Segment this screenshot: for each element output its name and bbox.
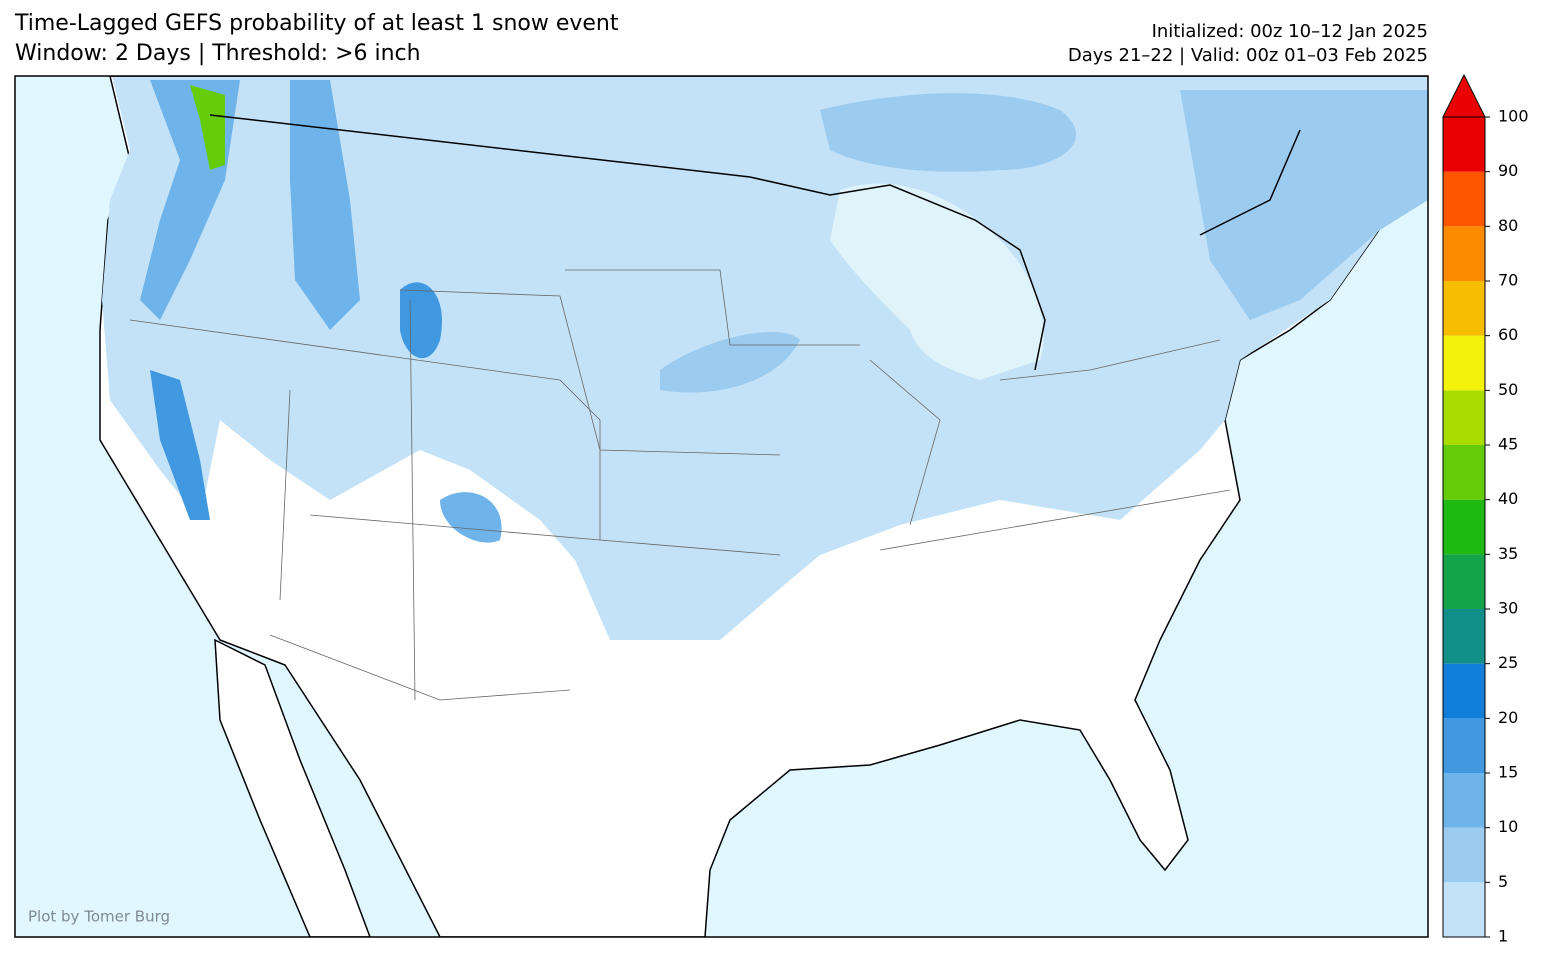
snow-5-10-canada (820, 93, 1077, 172)
colorbar-bin (1443, 718, 1485, 773)
colorbar-tick-label: 35 (1498, 544, 1518, 563)
init-info: Initialized: 00z 10–12 Jan 2025 (1152, 21, 1428, 42)
colorbar-tick-label: 40 (1498, 489, 1518, 508)
baja (214, 638, 371, 937)
snow-10-15-idaho (290, 80, 360, 330)
colorbar-bin (1443, 226, 1485, 281)
state-lines (129, 269, 1231, 701)
colorbar-bin (1443, 445, 1485, 500)
great-lakes (830, 183, 1044, 380)
colorbar-bin (1443, 827, 1485, 883)
colorbar-tick-label: 50 (1498, 380, 1518, 399)
colorbar-bin (1443, 882, 1485, 937)
colorbar-tick-label: 25 (1498, 653, 1518, 672)
colorbar-bin (1443, 499, 1485, 555)
colorbar-bin (1443, 773, 1485, 828)
colorbar-tick-label: 30 (1498, 599, 1518, 618)
colorbar-tick-label: 5 (1498, 872, 1508, 891)
colorbar-bin (1443, 335, 1485, 391)
snow-5-10-plains (660, 331, 800, 393)
colorbar-tick-label: 80 (1498, 216, 1518, 235)
title-line-1: Time-Lagged GEFS probability of at least… (14, 11, 619, 36)
colorbar-tick-label: 100 (1498, 107, 1529, 126)
colorbar-tick-label: 60 (1498, 325, 1518, 344)
colorbar-frame (1442, 116, 1486, 938)
snow-15-20-sierra (150, 370, 210, 520)
colorbar-bin (1443, 609, 1485, 664)
colorbar-tick-label: 90 (1498, 161, 1518, 180)
colorbar-bin (1443, 117, 1485, 172)
colorbar-tick-label: 20 (1498, 708, 1518, 727)
colorbar-extend (1442, 73, 1486, 118)
colorbar-tick-label: 15 (1498, 763, 1518, 782)
colorbar-tick-label: 45 (1498, 435, 1518, 454)
colorbar-bin (1443, 554, 1485, 609)
colorbar-tick-label: 1 (1498, 927, 1508, 946)
colorbar-bin (1443, 171, 1485, 227)
map-frame (14, 75, 1429, 938)
colorbar-bin (1443, 390, 1485, 445)
borders (110, 76, 1428, 371)
snow-5-10-northeast (1180, 90, 1428, 320)
credit: Plot by Tomer Burg (28, 908, 170, 926)
colorbar-bin (1443, 281, 1485, 336)
snow-40-45-cascades (190, 85, 225, 170)
colorbar-tick-label: 70 (1498, 271, 1518, 290)
valid-info: Days 21–22 | Valid: 00z 01–03 Feb 2025 (1068, 45, 1428, 66)
title-line-2: Window: 2 Days | Threshold: >6 inch (15, 41, 421, 66)
colorbar-bin (1443, 663, 1485, 719)
colorbar-tick-label: 10 (1498, 817, 1518, 836)
map: Plot by Tomer Burg (15, 76, 1428, 937)
